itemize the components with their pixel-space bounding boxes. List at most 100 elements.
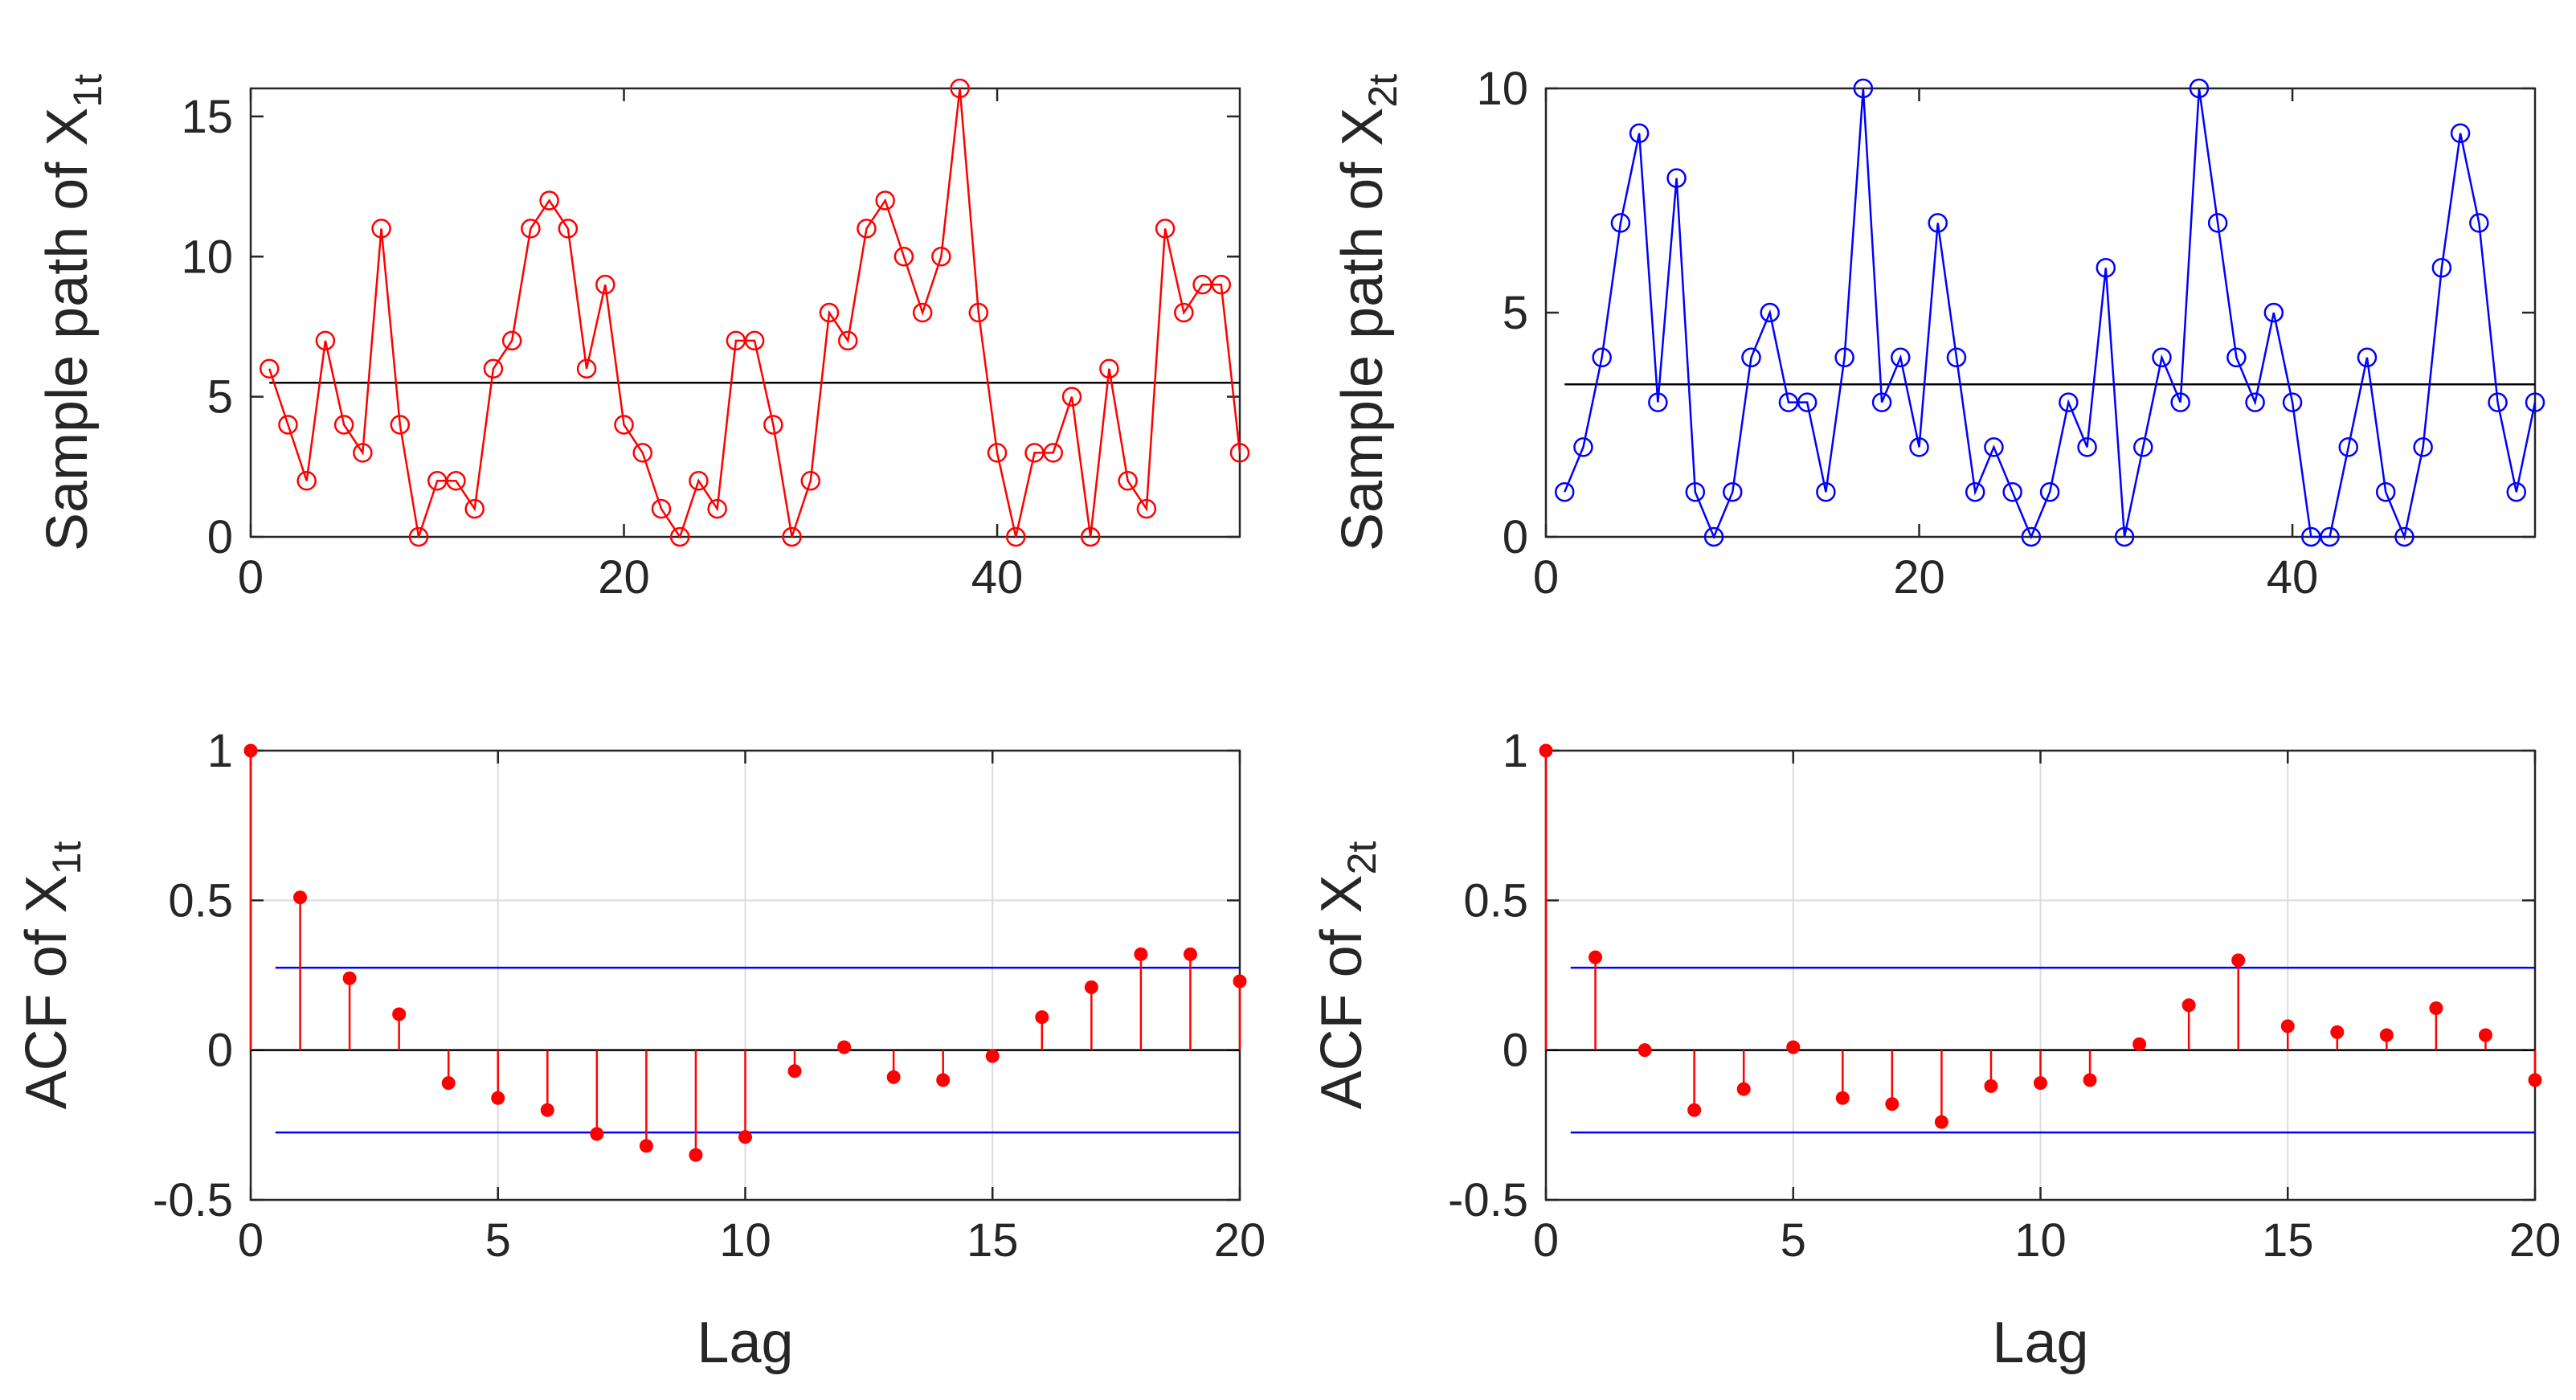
y-tick-label: -0.5 (153, 1174, 233, 1226)
y-tick-label: 15 (181, 91, 233, 143)
data-point (2132, 437, 2153, 457)
acf-point (1183, 947, 1197, 961)
x1-path-panel: 0 20 40 0 5 10 15 Sample path of X1t (35, 74, 1250, 604)
data-point (371, 219, 391, 239)
y-tick-label: 5 (207, 371, 233, 424)
data-point (333, 415, 354, 435)
data-point (558, 219, 579, 239)
acf-point (837, 1040, 852, 1054)
acf-point (1736, 1082, 1751, 1096)
acf-point (491, 1091, 505, 1105)
acf-point (2429, 1001, 2443, 1015)
plot-frame (249, 87, 1241, 538)
data-point (987, 443, 1008, 463)
data-point (1666, 168, 1687, 188)
y-axis-label: Sample path of X1t (35, 74, 110, 551)
data-point (1629, 123, 1650, 144)
data-point (259, 358, 280, 379)
data-point (1136, 498, 1157, 519)
x-tick-label: 15 (967, 1214, 1019, 1267)
data-point (2096, 257, 2116, 278)
y-axis-label: Sample path of X2t (1331, 74, 1405, 551)
data-point (2320, 526, 2340, 547)
acf-point (2528, 1073, 2542, 1087)
data-point (2525, 392, 2545, 412)
data-point (2413, 437, 2433, 457)
data-point (1853, 78, 1874, 99)
data-point (632, 443, 653, 463)
data-point (931, 247, 951, 267)
y-tick-label: 0.5 (1463, 874, 1528, 927)
acf-point (293, 890, 308, 905)
acf-point (886, 1070, 901, 1084)
acf-point (540, 1103, 554, 1117)
series-line (268, 88, 1241, 539)
data-point (2077, 437, 2097, 457)
acf-point (787, 1064, 802, 1079)
data-point (464, 498, 485, 519)
data-point (2021, 526, 2042, 547)
data-point (1816, 481, 1836, 502)
x-tick-label: 10 (719, 1214, 771, 1267)
data-point (2488, 392, 2508, 412)
data-point (1155, 219, 1176, 239)
acf-point (1934, 1115, 1948, 1129)
series-line (1564, 88, 2537, 541)
acf-point (2132, 1037, 2147, 1051)
data-point (1741, 347, 1761, 368)
data-point (1229, 443, 1250, 463)
data-point (2357, 347, 2378, 368)
data-point (1834, 347, 1854, 368)
x-axis-label: Lag (697, 1311, 793, 1375)
data-point (1928, 213, 1948, 233)
x-tick-label: 5 (485, 1214, 511, 1267)
data-point (595, 274, 615, 295)
data-point (2450, 123, 2471, 144)
x-tick-label: 0 (1533, 1214, 1559, 1267)
data-point (2245, 392, 2265, 412)
data-point (2338, 437, 2358, 457)
acf-point (985, 1049, 1000, 1063)
acf-point (1589, 950, 1603, 964)
acf-point (2181, 998, 2196, 1013)
x-tick-label: 0 (238, 551, 264, 604)
data-point (651, 498, 672, 519)
data-point (2152, 347, 2172, 368)
x-tick-label: 40 (971, 551, 1024, 604)
data-point (744, 330, 765, 351)
acf-point (2034, 1076, 2047, 1091)
data-point (2506, 481, 2527, 502)
data-point (857, 219, 877, 239)
x2-path-panel: 0 20 40 0 5 10 Sample path of X2t (1331, 63, 2545, 604)
acf-point (2231, 953, 2246, 968)
data-point (1174, 302, 1194, 323)
data-point (968, 302, 989, 323)
acf-point (738, 1130, 752, 1144)
data-point (2469, 213, 2489, 233)
data-point (408, 526, 429, 547)
acf-point (2478, 1028, 2492, 1042)
acf-point (1687, 1103, 1702, 1117)
acf-point (1539, 743, 1553, 758)
data-point (390, 415, 411, 435)
data-point (1554, 481, 1575, 502)
y-tick-label: 1 (207, 725, 233, 777)
data-point (1723, 481, 1743, 502)
data-point (2189, 78, 2210, 99)
data-point (875, 190, 895, 211)
data-point (1891, 347, 1911, 368)
data-point (1211, 274, 1232, 295)
data-point (446, 471, 466, 491)
acf-point (590, 1127, 604, 1141)
y-tick-label: 1 (1503, 725, 1528, 777)
acf-point (1035, 1010, 1049, 1025)
acf-point (2330, 1025, 2345, 1039)
data-point (2002, 481, 2022, 502)
acf-point (1638, 1043, 1652, 1058)
y-axis-label: ACF of X2t (1310, 841, 1384, 1110)
x-tick-label: 20 (1893, 551, 1945, 604)
data-point (1871, 392, 1892, 412)
data-point (501, 330, 522, 351)
x-axis-label: Lag (1992, 1311, 2088, 1375)
